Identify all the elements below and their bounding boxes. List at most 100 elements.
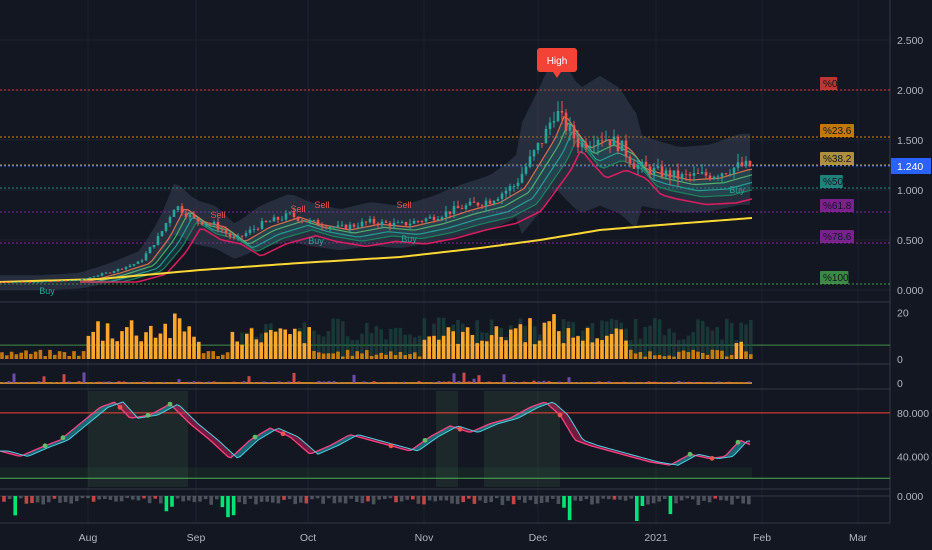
volume-bar [437,339,441,359]
histogram-bar [265,496,269,502]
volume-bar-background [672,332,676,359]
candle-body [200,221,204,225]
histogram-bar [97,496,101,500]
histogram-bar [103,496,107,500]
x-axis[interactable]: Aug Sep Oct Nov Dec 2021 Feb Mar [79,532,868,544]
small-panel-bar [127,382,131,383]
fib-level-label: %23.6 [823,126,852,137]
volume-bar-background [681,339,686,359]
volume-bar [336,351,340,359]
histogram-bar [181,496,185,502]
volume-bar [216,356,220,359]
oscillator-fill [576,428,579,442]
volume-bar [422,339,427,359]
volume-bar [360,353,364,359]
small-panel-bar [607,381,611,383]
histogram-bar [450,496,454,504]
moving-average-line [80,131,753,283]
histogram-bar [108,496,113,500]
candle-body [600,139,604,141]
candle-body [180,206,184,214]
volume-bar [571,337,575,359]
candle-body [544,128,548,144]
signal-label: Buy [729,185,745,195]
volume-bar [547,321,551,359]
candle-body [596,139,600,146]
volume-bar [662,356,667,359]
histogram-bar [685,496,689,499]
histogram-bar [707,496,712,503]
histogram-bar [343,496,348,504]
volume-bar-background [725,318,729,359]
small-panel-y-tick-label: 0 [897,378,903,390]
histogram-bar [209,496,213,505]
histogram-bar [747,496,751,505]
candle-body [440,217,444,220]
moving-average-line [80,139,753,283]
volume-bar-background [600,320,604,359]
candle-body [304,220,308,222]
volume-y-tick-label: 0 [897,354,903,366]
volume-bar [81,351,86,359]
candle-body [704,172,708,176]
volume-bar [725,356,729,359]
x-tick-label: Oct [300,532,316,544]
volume-bar [489,335,494,359]
candle-body [468,201,472,206]
volume-bar [653,355,657,359]
oscillator-fill [102,405,105,413]
x-tick-label: Mar [849,532,868,544]
histogram-bar [573,496,577,501]
oscillator-cross-dot [280,431,286,437]
histogram-bar [203,496,208,500]
candle-body [36,282,40,284]
fib-level-tag [820,271,849,284]
small-panel-bar [317,381,321,383]
volume-bar-background [686,335,691,359]
histogram-bar [58,496,62,503]
small-panel-bar [147,381,151,383]
y-axis[interactable]: 1.240 2.500 2.000 1.500 1.000 0.500 0.000 20 0 0 8… [891,35,931,503]
histogram-bar [416,496,421,504]
candle-body [552,121,556,123]
volume-bar [461,331,465,359]
volume-bar [739,341,743,359]
histogram-panel [0,495,890,521]
small-panel-bar [657,382,661,383]
small-panel-bar [522,381,526,383]
small-panel-bar [447,381,451,383]
oscillator-fill [135,415,138,419]
volume-bar [384,354,388,359]
volume-bar-background [355,339,359,359]
oscillator-cross-dot [42,443,48,449]
histogram-bar [517,496,521,500]
volume-bar [254,339,259,359]
volume-bar [101,340,105,359]
small-panel-bar [92,382,96,383]
y-tick-label: 1.500 [897,135,923,147]
volume-bar [691,349,695,359]
small-panel-bar [12,373,16,383]
candle-body [564,112,568,131]
candle-body [612,136,616,146]
small-panel-bar [102,381,106,383]
fib-level-tag [820,77,838,90]
oscillator-zone [436,391,458,487]
histogram-bar [226,496,230,518]
small-panel-bar [327,381,331,383]
small-panel-bar [512,381,516,383]
candle-body [8,282,12,284]
signal-label: Sell [210,210,225,220]
volume-bar [264,332,268,359]
histogram-bar [411,496,415,500]
candle-body [328,226,332,229]
volume-bar-background [638,338,643,359]
small-panel-bar [612,382,616,383]
volume-bar [518,324,523,359]
candle-body [144,253,148,261]
candle-body [624,140,628,157]
candle-body [680,173,684,179]
small-panel-bar [662,381,666,383]
candle-body [632,163,636,169]
candle-body [264,221,268,222]
